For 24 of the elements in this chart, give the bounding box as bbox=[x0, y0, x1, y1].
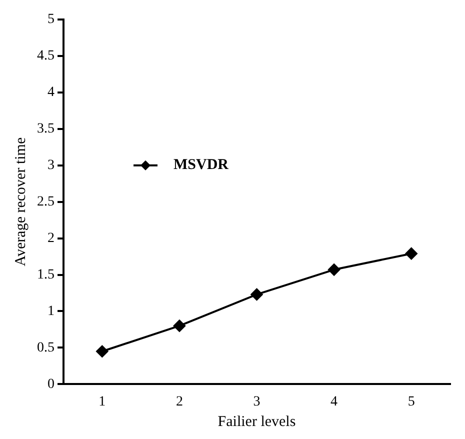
point bbox=[250, 288, 263, 300]
y-tick-label: 2.5 bbox=[37, 194, 54, 210]
point bbox=[328, 264, 340, 276]
point bbox=[405, 248, 418, 260]
y-tick-label: 5 bbox=[48, 12, 54, 28]
y-tick-label: 0.5 bbox=[37, 340, 54, 356]
y-tick-label: 1 bbox=[48, 304, 54, 319]
legend-label: MSVDR bbox=[174, 157, 229, 174]
y-tick-label: 3.5 bbox=[37, 122, 54, 137]
y-tick-label: 3 bbox=[48, 158, 54, 173]
y-tick-label: 4.5 bbox=[37, 48, 54, 64]
x-tick-label: 4 bbox=[330, 394, 338, 410]
y-tick-label: 4 bbox=[48, 85, 54, 100]
x-tick-label: 1 bbox=[98, 394, 106, 410]
y-tick-label: 1.5 bbox=[37, 267, 54, 282]
x-tick-label: 5 bbox=[408, 394, 415, 410]
y-tick-label: 0 bbox=[48, 376, 54, 392]
y-tick-label: 2 bbox=[48, 230, 54, 246]
x-tick-label: 3 bbox=[253, 394, 260, 410]
x-tick-label: 2 bbox=[176, 394, 183, 410]
point bbox=[173, 320, 186, 332]
x-axis-title: Failier levels bbox=[218, 414, 296, 430]
y-axis-title: Average recover time bbox=[12, 137, 29, 266]
point bbox=[96, 345, 108, 358]
